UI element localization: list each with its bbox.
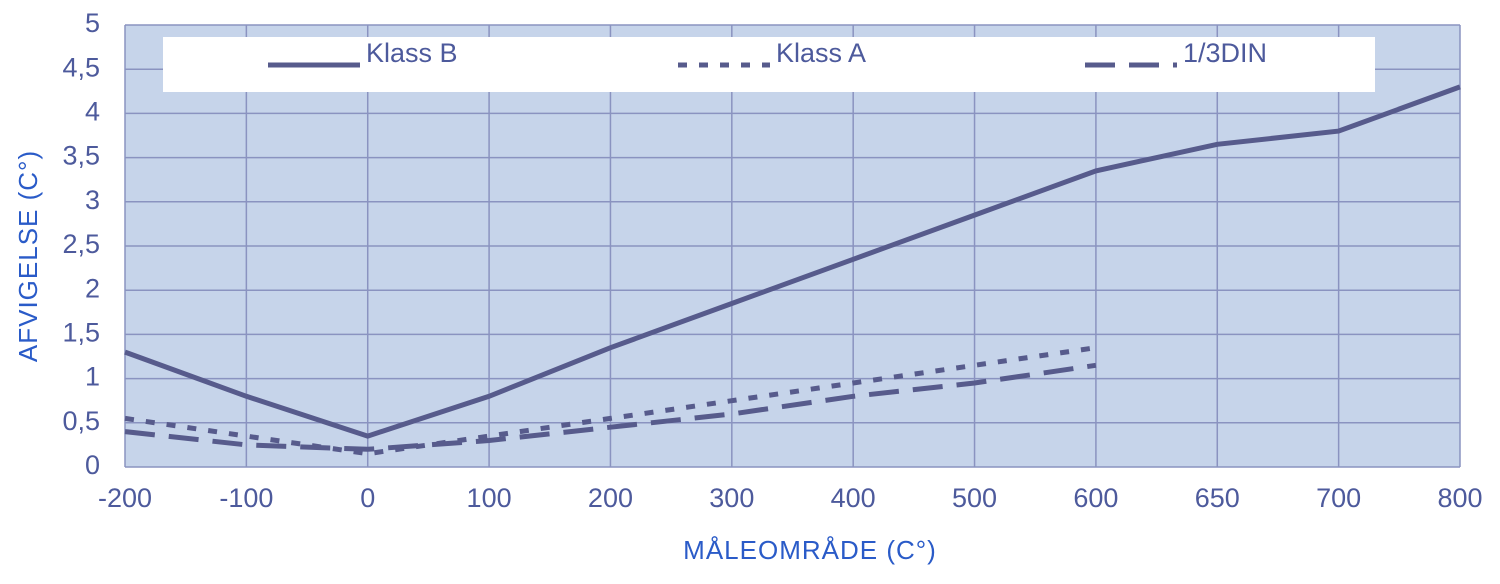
legend-label: 1/3DIN [1183,38,1267,68]
y-tick-label: 4 [85,97,100,127]
y-tick-label: 5 [85,8,100,38]
y-tick-label: 0 [85,450,100,480]
x-tick-label: 400 [831,483,876,513]
x-tick-label: 200 [588,483,633,513]
y-tick-label: 1 [85,362,100,392]
series-line [124,84,1461,439]
legend-label: Klass A [776,38,866,68]
y-tick-label: 1,5 [62,318,100,348]
y-tick-label: 2,5 [62,229,100,259]
x-tick-label: 800 [1437,483,1482,513]
x-tick-label: -100 [219,483,273,513]
y-axis-title: AFVIGELSE (C°) [13,150,43,362]
x-tick-label: 650 [1195,483,1240,513]
x-tick-label: 0 [360,483,375,513]
x-tick-label: 500 [952,483,997,513]
x-tick-label: 300 [709,483,754,513]
y-tick-label: 3,5 [62,141,100,171]
series-line [124,362,1097,452]
y-tick-label: 4,5 [62,52,100,82]
y-tick-label: 2 [85,273,100,303]
x-tick-label: 100 [467,483,512,513]
y-tick-label: 0,5 [62,406,100,436]
x-tick-label: -200 [98,483,152,513]
x-axis-title: MÅLEOMRÅDE (C°) [683,535,937,565]
x-tick-label: 600 [1073,483,1118,513]
y-tick-label: 3 [85,185,100,215]
legend-label: Klass B [366,38,458,68]
series-line [124,345,1097,457]
x-tick-label: 700 [1316,483,1361,513]
